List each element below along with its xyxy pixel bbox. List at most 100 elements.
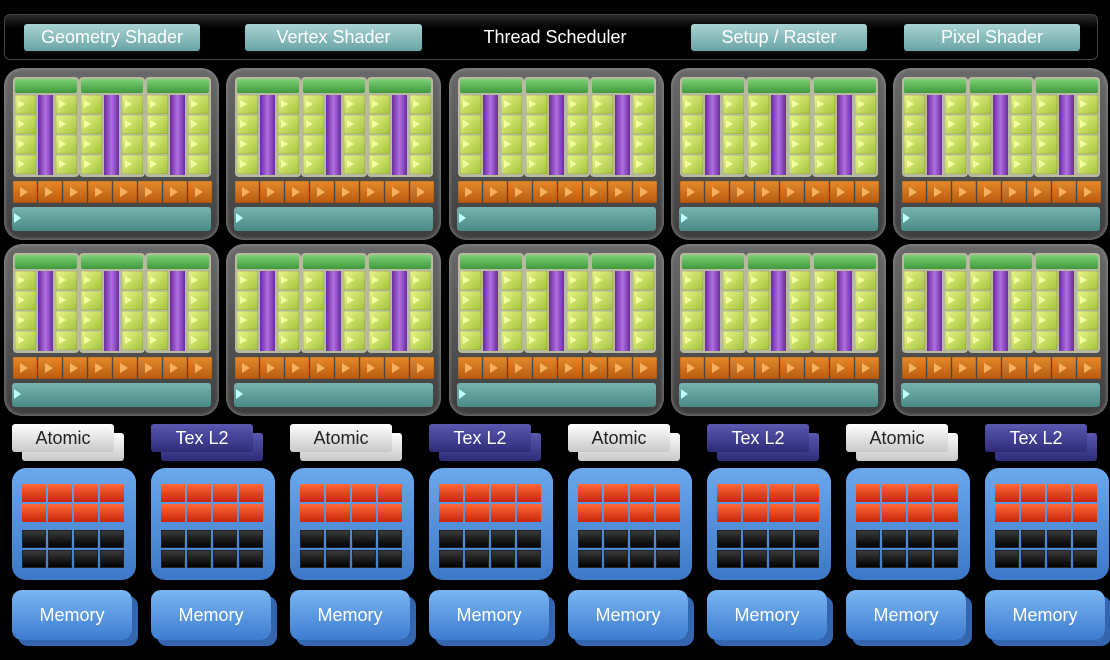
sm-special-unit [993,271,1008,351]
texture-unit [235,181,259,203]
rop-unit [995,504,1019,522]
shader-core [789,135,810,154]
shader-core [1011,271,1032,290]
shader-core [855,135,876,154]
frame-buffer-unit [517,530,541,548]
frame-buffer-unit [795,530,819,548]
texture-unit [952,357,976,379]
rop-unit [326,484,350,502]
streaming-multiprocessor [968,253,1034,353]
shader-core [344,115,365,134]
shader-core [15,155,36,174]
sm-special-unit [1059,271,1074,351]
shader-core [410,115,431,134]
texture-unit [235,357,259,379]
rop-unit [300,504,324,522]
streaming-multiprocessor [902,253,968,353]
memory-block: Memory [707,590,827,640]
shader-core [303,95,324,114]
texture-unit [483,357,507,379]
shader-core [278,331,299,350]
shader-core [723,271,744,290]
frame-buffer-unit [604,530,628,548]
sm-special-unit [326,95,341,175]
streaming-multiprocessor [458,253,524,353]
rop-unit [1021,504,1045,522]
sm-special-unit [260,271,275,351]
shader-core [748,331,769,350]
rop-unit [795,504,819,522]
shader-core [147,155,168,174]
texture-unit [705,357,729,379]
memory-block: Memory [429,590,549,640]
rop-unit [187,484,211,502]
texture-unit [260,357,284,379]
shader-core [723,291,744,310]
rop-block [846,468,970,580]
texture-unit [902,357,926,379]
shader-core [748,155,769,174]
texture-unit [952,181,976,203]
frame-buffer-unit [1021,530,1045,548]
rop-unit [882,484,906,502]
shader-core [1036,115,1057,134]
sm-special-unit [549,271,564,351]
shader-core [633,115,654,134]
shader-core [501,115,522,134]
frame-buffer-unit [213,530,237,548]
rop-unit [604,484,628,502]
shader-core [460,155,481,174]
shader-core [369,95,390,114]
shader-core [633,311,654,330]
sm-instruction-unit [526,79,588,93]
texture-unit [830,357,854,379]
texture-unit [608,181,632,203]
processor-cluster [4,68,219,240]
shader-core [81,115,102,134]
shader-core [188,331,209,350]
processor-cluster [4,244,219,416]
shader-core [945,115,966,134]
frame-buffer-unit [187,530,211,548]
sm-special-unit [104,271,119,351]
sm-special-unit [705,271,720,351]
sm-instruction-unit [748,255,810,269]
shader-core [748,115,769,134]
texture-unit [558,357,582,379]
shader-core [303,291,324,310]
shader-core [633,271,654,290]
shader-core [81,331,102,350]
sm-special-unit [837,95,852,175]
shader-core [526,155,547,174]
frame-buffer-unit [74,550,98,568]
rop-unit [1021,484,1045,502]
shader-core [237,155,258,174]
shader-core [592,331,613,350]
texture-unit [285,357,309,379]
texture-unit [310,181,334,203]
rop-unit [578,484,602,502]
shader-core [237,115,258,134]
frame-buffer-unit [239,530,263,548]
texture-l1-cache [12,383,211,407]
texture-unit [13,357,37,379]
sm-instruction-unit [526,255,588,269]
shader-core [81,271,102,290]
frame-buffer-unit [517,550,541,568]
shader-core [855,331,876,350]
frame-buffer-unit [465,530,489,548]
texture-unit [583,181,607,203]
tex-l2-block: Tex L2 [985,424,1087,452]
shader-core [945,311,966,330]
streaming-multiprocessor [812,253,878,353]
texture-unit [188,357,212,379]
texture-unit [385,181,409,203]
shader-core [682,95,703,114]
shader-core [410,95,431,114]
shader-core [122,115,143,134]
shader-core [303,331,324,350]
shader-core [723,155,744,174]
shader-core [15,271,36,290]
shader-core [344,155,365,174]
texture-unit [138,357,162,379]
